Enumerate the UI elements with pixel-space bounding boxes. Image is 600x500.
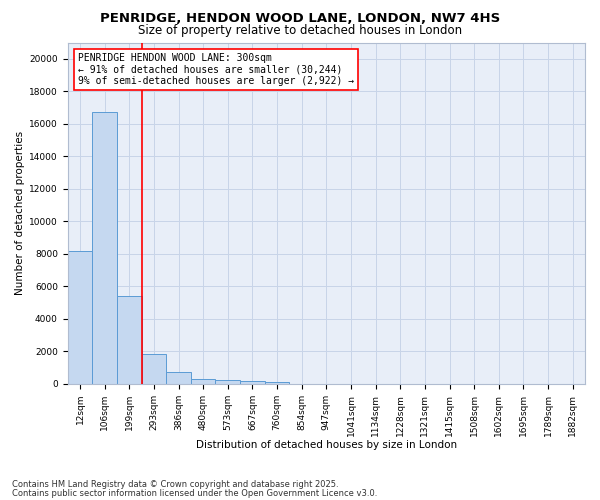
Text: PENRIDGE, HENDON WOOD LANE, LONDON, NW7 4HS: PENRIDGE, HENDON WOOD LANE, LONDON, NW7 … bbox=[100, 12, 500, 26]
Y-axis label: Number of detached properties: Number of detached properties bbox=[15, 131, 25, 296]
Bar bbox=[265, 382, 289, 384]
Bar bbox=[240, 382, 265, 384]
Text: Contains public sector information licensed under the Open Government Licence v3: Contains public sector information licen… bbox=[12, 488, 377, 498]
Text: Contains HM Land Registry data © Crown copyright and database right 2025.: Contains HM Land Registry data © Crown c… bbox=[12, 480, 338, 489]
Bar bbox=[68, 250, 92, 384]
Bar bbox=[215, 380, 240, 384]
Bar bbox=[117, 296, 142, 384]
X-axis label: Distribution of detached houses by size in London: Distribution of detached houses by size … bbox=[196, 440, 457, 450]
Bar bbox=[166, 372, 191, 384]
Text: PENRIDGE HENDON WOOD LANE: 300sqm
← 91% of detached houses are smaller (30,244)
: PENRIDGE HENDON WOOD LANE: 300sqm ← 91% … bbox=[78, 52, 354, 86]
Bar bbox=[142, 354, 166, 384]
Text: Size of property relative to detached houses in London: Size of property relative to detached ho… bbox=[138, 24, 462, 37]
Bar bbox=[92, 112, 117, 384]
Bar bbox=[191, 378, 215, 384]
